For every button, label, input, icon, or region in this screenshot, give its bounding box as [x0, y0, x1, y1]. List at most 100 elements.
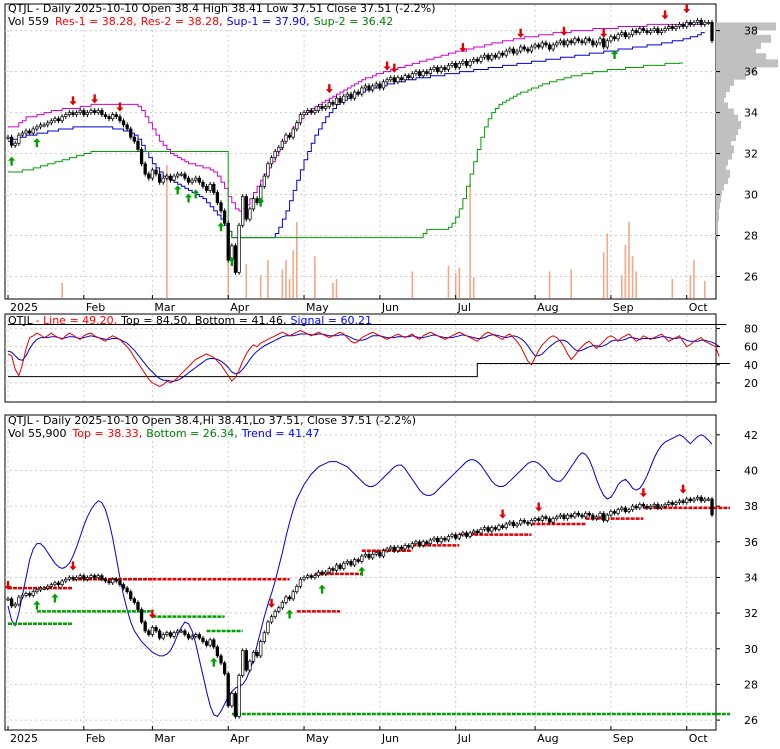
price-trend-candle	[573, 512, 577, 518]
price-trend-candle	[663, 504, 667, 507]
price-trend-candle	[82, 575, 86, 580]
price-trend-candle	[107, 580, 111, 584]
price-trend-candle	[620, 507, 624, 511]
price-srsp-candle	[266, 163, 270, 177]
price-trend-candle	[100, 575, 104, 580]
price-trend-candle	[692, 498, 696, 502]
price-trend-candle	[392, 546, 396, 552]
price-srsp-candle	[443, 67, 447, 70]
price-trend-candle	[204, 641, 209, 646]
oscillator-panel: 20 40 60 80 QTJL - Line = 49.20, Top = 84.50,…	[4, 313, 758, 403]
volume-profile-bar	[716, 188, 722, 197]
price-srsp-candle	[111, 114, 115, 120]
price-srsp-candle	[710, 22, 714, 41]
price-srsp-candle	[291, 128, 295, 138]
price-srsp-candle	[464, 60, 469, 66]
price-trend-candle	[201, 637, 205, 642]
volume-profile-bar	[716, 133, 736, 142]
price-trend-candle	[706, 498, 711, 501]
volume-profile-bar	[716, 22, 776, 31]
sell-arrow-icon	[4, 580, 12, 590]
price-srsp-candle	[132, 136, 137, 142]
price-srsp-candle	[103, 114, 108, 118]
price-trend-candle	[486, 527, 490, 532]
price-trend-candle	[479, 528, 483, 534]
price-srsp-candle	[623, 32, 628, 38]
price-trend-candle	[92, 575, 97, 578]
price-srsp-candle	[573, 38, 577, 44]
price-trend-candle	[634, 505, 638, 509]
price-trend-candle	[667, 502, 671, 505]
volume-profile-bar	[716, 108, 734, 117]
price-srsp-candle	[82, 110, 86, 115]
price-trend-x-label-Oct: Oct	[689, 732, 709, 745]
volume-bar	[281, 269, 284, 298]
price-srsp-sup1-label: Sup-1 = 37.90,	[227, 15, 310, 28]
price-srsp-candle	[609, 36, 613, 42]
price-trend-candle	[370, 553, 375, 559]
price-trend-candle	[385, 548, 389, 552]
price-srsp-candle	[190, 179, 194, 183]
volume-profile-bar	[716, 40, 761, 49]
volume-bar	[267, 260, 269, 298]
price-trend-candle	[519, 520, 523, 525]
volume-profile-bar	[716, 182, 724, 191]
volume-profile-bar	[716, 139, 731, 148]
price-trend-x-label-Aug: Aug	[537, 732, 558, 745]
price-trend-candle	[374, 552, 378, 555]
price-trend-candle	[287, 596, 292, 600]
volume-bar	[335, 279, 338, 298]
price-srsp-candle	[634, 30, 638, 33]
price-trend-candle	[533, 518, 537, 521]
buy-arrow-icon	[33, 138, 41, 148]
price-srsp-x-label-Jul: Jul	[457, 301, 471, 314]
price-srsp-panel: 26 28 30 32 34 36 38 2025 Feb Mar Apr May Jun Jul Aug…	[4, 2, 778, 314]
volume-profile-bar	[716, 213, 719, 222]
price-trend-x-label-Mar: Mar	[154, 732, 175, 745]
price-trend-candle	[641, 504, 646, 507]
price-trend-candle	[417, 541, 422, 546]
price-srsp-candle	[414, 71, 418, 74]
price-trend-candle	[497, 525, 501, 530]
price-trend-candle	[154, 627, 158, 632]
price-trend-lines	[7, 434, 713, 718]
price-srsp-candle	[194, 177, 198, 181]
price-trend-candle	[334, 564, 339, 571]
oscillator-top-label: Top = 84.50,	[120, 314, 191, 327]
price-srsp-candle	[540, 42, 544, 48]
price-trend-candle	[345, 561, 350, 564]
buy-arrow-icon	[210, 657, 218, 667]
price-trend-candle	[685, 498, 689, 503]
price-trend-candle	[17, 596, 21, 605]
price-srsp-candle	[428, 69, 433, 74]
price-trend-candle	[396, 546, 400, 552]
price-srsp-candle	[374, 83, 378, 87]
volume-bar	[635, 271, 637, 298]
price-srsp-candle	[331, 101, 335, 105]
price-trend-candle	[529, 520, 534, 525]
volume-bar	[693, 260, 695, 298]
price-trend-candle	[143, 621, 147, 632]
price-srsp-candle	[74, 112, 79, 115]
volume-bar	[447, 265, 450, 298]
volume-profile-bar	[716, 59, 778, 68]
price-trend-candle	[551, 518, 555, 523]
volume-bar	[166, 165, 168, 298]
price-trend-candle	[562, 514, 566, 519]
sell-arrow-icon	[679, 484, 687, 494]
buy-arrow-icon	[257, 197, 265, 207]
sell-arrow-icon	[116, 102, 124, 112]
price-srsp-x-label-Apr: Apr	[230, 301, 250, 314]
oscillator-symbol: QTJL	[8, 314, 34, 327]
svg-text:QTJL- Daily 2025-10-10 Open 38: QTJL - Daily 2025-10-10 Open 38.4 High 38…	[8, 2, 436, 15]
volume-profile-bar	[716, 151, 732, 160]
price-trend-tick-label-38: 38	[744, 500, 758, 513]
price-srsp-candle	[172, 175, 176, 181]
oscillator-main-line	[7, 329, 720, 388]
price-srsp-candle	[28, 130, 32, 134]
price-srsp-candle	[316, 106, 321, 111]
price-srsp-candle	[212, 183, 216, 193]
volume-profile-bar	[716, 225, 718, 234]
price-srsp-candle	[500, 52, 505, 56]
price-srsp-candle	[569, 40, 573, 44]
